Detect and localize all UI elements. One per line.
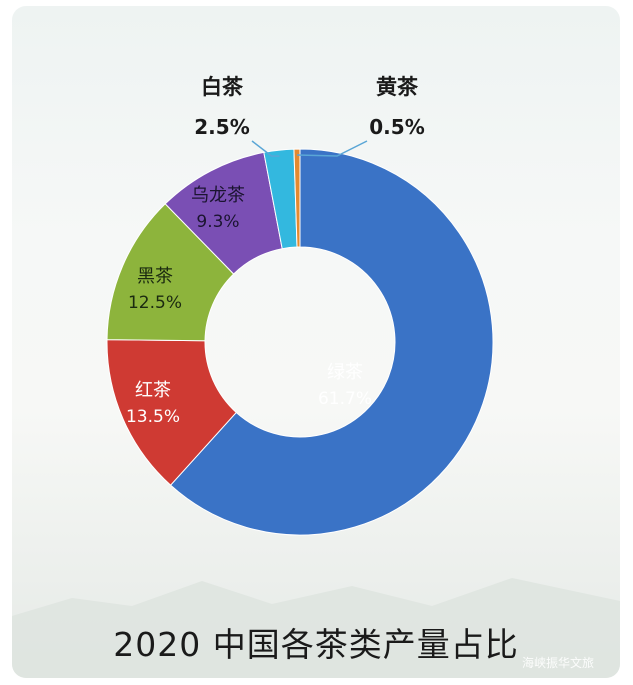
slice-value-label-5: 0.5%	[369, 115, 424, 139]
slice-value-label-0: 61.7%	[318, 389, 372, 409]
leader-line-4	[251, 140, 280, 157]
donut-chart: 绿茶 61.7% 红茶 13.5% 黑茶 12.5% 乌龙茶 9.3% 白茶 2.5% 黄茶 0.5%	[12, 75, 620, 678]
chart-card: 绿茶 61.7% 红茶 13.5% 黑茶 12.5% 乌龙茶 9.3% 白茶 2.5% 黄茶 0.5%…	[12, 6, 620, 678]
watermark: 海峡振华文旅	[521, 656, 594, 670]
leader-line-5	[297, 140, 368, 157]
slice-value-label-1: 13.5%	[126, 407, 180, 427]
slice-name-label-2: 黑茶	[137, 266, 173, 287]
slice-name-label-3: 乌龙茶	[191, 185, 245, 206]
donut-slice-0	[169, 148, 494, 536]
slice-name-label-4: 白茶	[201, 75, 244, 99]
chart-title: 2020 中国各茶类产量占比	[113, 625, 519, 664]
donut-slice-1	[106, 339, 237, 486]
mountain-background	[12, 578, 620, 678]
slice-name-label-1: 红茶	[135, 380, 171, 401]
slice-name-label-5: 黄茶	[376, 75, 419, 99]
slice-name-label-0: 绿茶	[327, 362, 363, 383]
donut-slice-5	[293, 148, 301, 248]
slice-value-label-3: 9.3%	[196, 212, 239, 232]
slice-value-label-4: 2.5%	[194, 115, 249, 139]
slice-value-label-2: 12.5%	[128, 293, 182, 313]
